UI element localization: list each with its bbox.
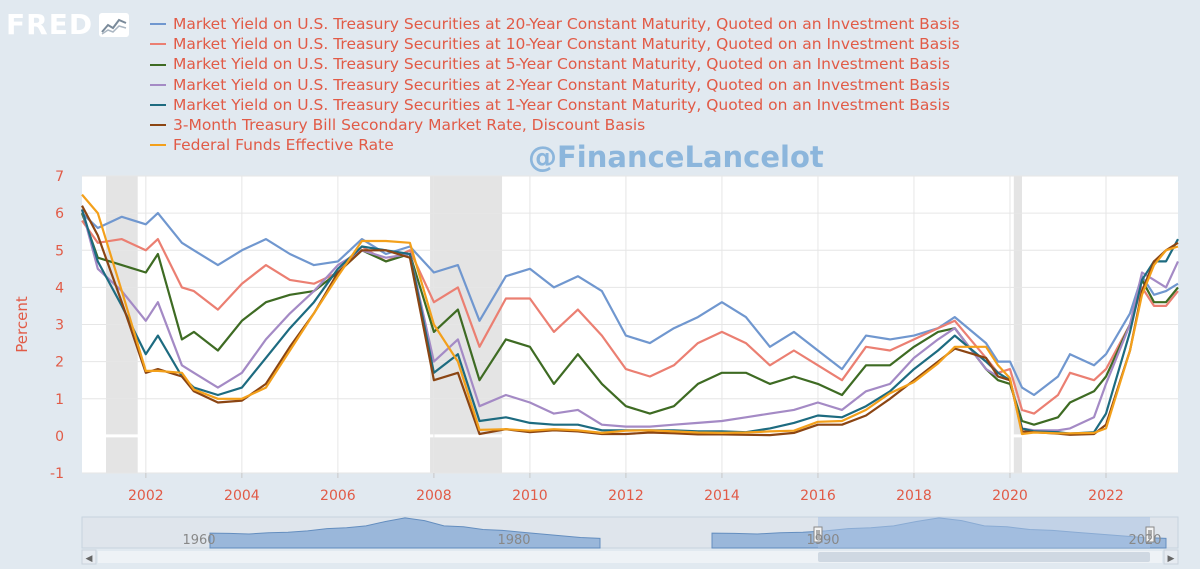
series-lines: [80, 193, 1179, 437]
range-navigator[interactable]: 1960 1980 1990 2020 ◀ ▶: [81, 516, 1179, 565]
navigator-tick-label: 1990: [806, 533, 839, 548]
legend-item[interactable]: 3-Month Treasury Bill Secondary Market R…: [150, 115, 960, 135]
x-tick-label: 2004: [224, 488, 260, 504]
chevron-left-icon: ◀: [86, 554, 93, 564]
y-tick-label: -1: [50, 466, 64, 482]
legend-swatch: [150, 103, 166, 106]
navigator-handle[interactable]: [1145, 526, 1155, 543]
watermark-text: @FinanceLancelot: [528, 140, 824, 174]
legend-swatch: [150, 124, 166, 127]
logo-text: FRED: [6, 8, 94, 41]
legend-label: Federal Funds Effective Rate: [173, 136, 394, 155]
y-tick-label: 5: [55, 243, 64, 259]
y-tick-label: 6: [55, 206, 64, 222]
chevron-right-icon: ▶: [1168, 554, 1175, 564]
y-axis: -1 0 1 2 3 4 5 6 7: [50, 169, 64, 482]
navigator-handle[interactable]: [813, 526, 823, 543]
x-tick-label: 2008: [416, 488, 452, 504]
x-tick-label: 2020: [992, 488, 1028, 504]
navigator-tick-label: 1960: [182, 533, 215, 548]
legend-item[interactable]: Market Yield on U.S. Treasury Securities…: [150, 54, 960, 74]
legend-label: Market Yield on U.S. Treasury Securities…: [173, 55, 950, 74]
series-line: [80, 209, 1179, 432]
x-tick-label: 2010: [512, 488, 548, 504]
x-tick-label: 2022: [1088, 488, 1124, 504]
series-line: [80, 212, 1179, 426]
legend-label: Market Yield on U.S. Treasury Securities…: [173, 95, 950, 114]
legend-label: Market Yield on U.S. Treasury Securities…: [173, 75, 950, 94]
scrollbar-thumb[interactable]: [818, 552, 1150, 562]
legend-item[interactable]: Market Yield on U.S. Treasury Securities…: [150, 75, 960, 95]
y-axis-label: Percent: [13, 296, 31, 353]
scroll-left-button[interactable]: [81, 549, 97, 565]
fred-logo[interactable]: FRED: [6, 8, 130, 41]
x-tick-label: 2014: [704, 488, 740, 504]
legend-swatch: [150, 144, 166, 147]
navigator-selection[interactable]: [818, 517, 1150, 548]
fred-chart-icon: [99, 12, 130, 37]
y-tick-label: 2: [55, 355, 64, 371]
scroll-right-button[interactable]: [1163, 549, 1179, 565]
legend-item[interactable]: Federal Funds Effective Rate: [150, 135, 960, 155]
y-tick-label: 7: [55, 169, 64, 185]
legend-item[interactable]: Market Yield on U.S. Treasury Securities…: [150, 34, 960, 54]
series-line: [81, 219, 1179, 415]
legend-item[interactable]: Market Yield on U.S. Treasury Securities…: [150, 95, 960, 115]
navigator-history-area: [209, 517, 601, 549]
y-tick-label: 1: [55, 392, 64, 408]
legend-swatch: [150, 43, 166, 46]
x-tick-label: 2018: [896, 488, 932, 504]
y-tick-label: 0: [55, 429, 64, 445]
x-tick-label: 2006: [320, 488, 356, 504]
navigator-tick-label: 1980: [497, 533, 530, 548]
legend-swatch: [150, 63, 166, 66]
legend-label: Market Yield on U.S. Treasury Securities…: [173, 35, 960, 54]
x-tick-label: 2012: [608, 488, 644, 504]
series-line: [81, 212, 1179, 397]
legend-swatch: [150, 23, 166, 26]
navigator-tick-label: 2020: [1128, 533, 1161, 548]
legend-label: 3-Month Treasury Bill Secondary Market R…: [173, 116, 646, 135]
series-line: [81, 193, 1179, 436]
legend-item[interactable]: Market Yield on U.S. Treasury Securities…: [150, 14, 960, 34]
chart-legend: Market Yield on U.S. Treasury Securities…: [150, 14, 960, 155]
legend-label: Market Yield on U.S. Treasury Securities…: [173, 15, 960, 33]
legend-swatch: [150, 83, 166, 86]
y-tick-label: 3: [55, 318, 64, 334]
y-tick-label: 4: [55, 280, 64, 296]
x-axis: 2002 2004 2006 2008 2010 2012 2014 2016 2018 2020…: [128, 473, 1124, 504]
x-tick-label: 2002: [128, 488, 164, 504]
x-tick-label: 2016: [800, 488, 836, 504]
